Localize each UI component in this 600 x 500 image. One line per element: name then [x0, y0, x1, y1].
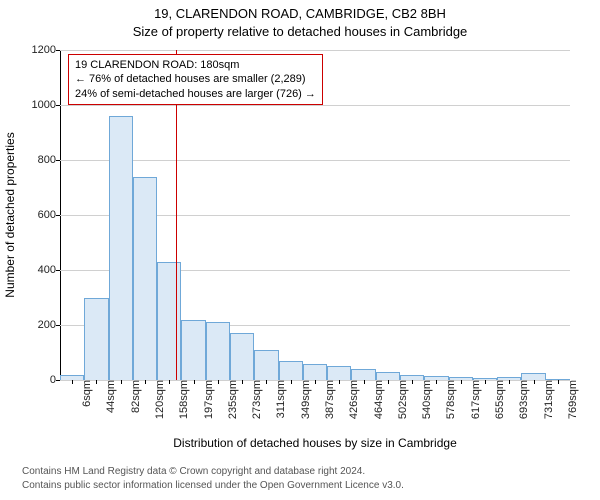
x-tick-label: 82sqm	[128, 380, 142, 413]
x-tick-mark	[121, 380, 122, 384]
page-root: { "header": { "title_line1": "19, CLAREN…	[0, 0, 600, 500]
histogram-chart: 0200400600800100012006sqm44sqm82sqm120sq…	[60, 50, 570, 380]
x-tick-label: 617sqm	[468, 380, 482, 419]
y-tick-label: 800	[16, 154, 60, 166]
annotation-line: ← 76% of detached houses are smaller (2,…	[75, 72, 316, 86]
x-tick-label: 464sqm	[371, 380, 385, 419]
x-tick-label: 349sqm	[298, 380, 312, 419]
histogram-bar	[376, 372, 400, 380]
x-tick-mark	[194, 380, 195, 384]
x-tick-label: 769sqm	[565, 380, 579, 419]
page-subtitle: Size of property relative to detached ho…	[0, 24, 600, 39]
histogram-bar	[254, 350, 278, 380]
x-tick-mark	[242, 380, 243, 384]
x-tick-mark	[339, 380, 340, 384]
x-tick-label: 655sqm	[492, 380, 506, 419]
grid-line	[60, 105, 570, 106]
annotation-box: 19 CLARENDON ROAD: 180sqm ← 76% of detac…	[68, 54, 323, 105]
x-tick-label: 540sqm	[419, 380, 433, 419]
grid-line	[60, 50, 570, 51]
footer-line-1: Contains HM Land Registry data © Crown c…	[22, 466, 365, 477]
histogram-bar	[303, 364, 327, 381]
histogram-bar	[327, 366, 351, 380]
x-tick-mark	[364, 380, 365, 384]
x-tick-mark	[218, 380, 219, 384]
x-tick-mark	[266, 380, 267, 384]
x-tick-mark	[412, 380, 413, 384]
x-tick-mark	[388, 380, 389, 384]
x-tick-mark	[509, 380, 510, 384]
y-tick-label: 1200	[16, 44, 60, 56]
x-tick-label: 197sqm	[201, 380, 215, 419]
x-tick-label: 120sqm	[152, 380, 166, 419]
histogram-bar	[84, 298, 108, 381]
x-tick-mark	[72, 380, 73, 384]
histogram-bar	[206, 322, 230, 380]
x-axis-title: Distribution of detached houses by size …	[60, 436, 570, 450]
annotation-line: 24% of semi-detached houses are larger (…	[75, 87, 316, 101]
grid-line	[60, 160, 570, 161]
x-tick-mark	[145, 380, 146, 384]
x-tick-label: 387sqm	[322, 380, 336, 419]
x-tick-label: 44sqm	[103, 380, 117, 413]
y-tick-label: 600	[16, 209, 60, 221]
footer-line-2: Contains public sector information licen…	[22, 480, 404, 491]
y-tick-label: 400	[16, 264, 60, 276]
annotation-line: 19 CLARENDON ROAD: 180sqm	[75, 58, 316, 72]
x-tick-label: 426sqm	[346, 380, 360, 419]
page-title: 19, CLARENDON ROAD, CAMBRIDGE, CB2 8BH	[0, 6, 600, 21]
histogram-bar	[279, 361, 303, 380]
x-tick-label: 311sqm	[273, 380, 287, 418]
histogram-bar	[521, 373, 545, 380]
x-tick-mark	[485, 380, 486, 384]
x-tick-mark	[436, 380, 437, 384]
histogram-bar	[230, 333, 254, 380]
x-tick-label: 235sqm	[225, 380, 239, 419]
x-tick-mark	[96, 380, 97, 384]
histogram-bar	[181, 320, 205, 381]
histogram-bar	[351, 369, 375, 380]
x-tick-label: 6sqm	[79, 380, 93, 407]
y-tick-label: 0	[16, 374, 60, 386]
x-tick-mark	[461, 380, 462, 384]
x-tick-label: 158sqm	[176, 380, 190, 419]
histogram-bar	[133, 177, 157, 381]
x-tick-mark	[534, 380, 535, 384]
x-tick-label: 693sqm	[516, 380, 530, 419]
x-tick-label: 502sqm	[395, 380, 409, 419]
x-tick-label: 731sqm	[541, 380, 555, 419]
x-tick-mark	[291, 380, 292, 384]
x-tick-label: 578sqm	[443, 380, 457, 419]
x-tick-mark	[169, 380, 170, 384]
y-tick-label: 200	[16, 319, 60, 331]
histogram-bar	[109, 116, 133, 380]
y-tick-label: 1000	[16, 99, 60, 111]
histogram-bar	[157, 262, 181, 380]
y-axis-title: Number of detached properties	[3, 132, 17, 297]
x-tick-mark	[558, 380, 559, 384]
x-tick-mark	[315, 380, 316, 384]
x-tick-label: 273sqm	[249, 380, 263, 419]
